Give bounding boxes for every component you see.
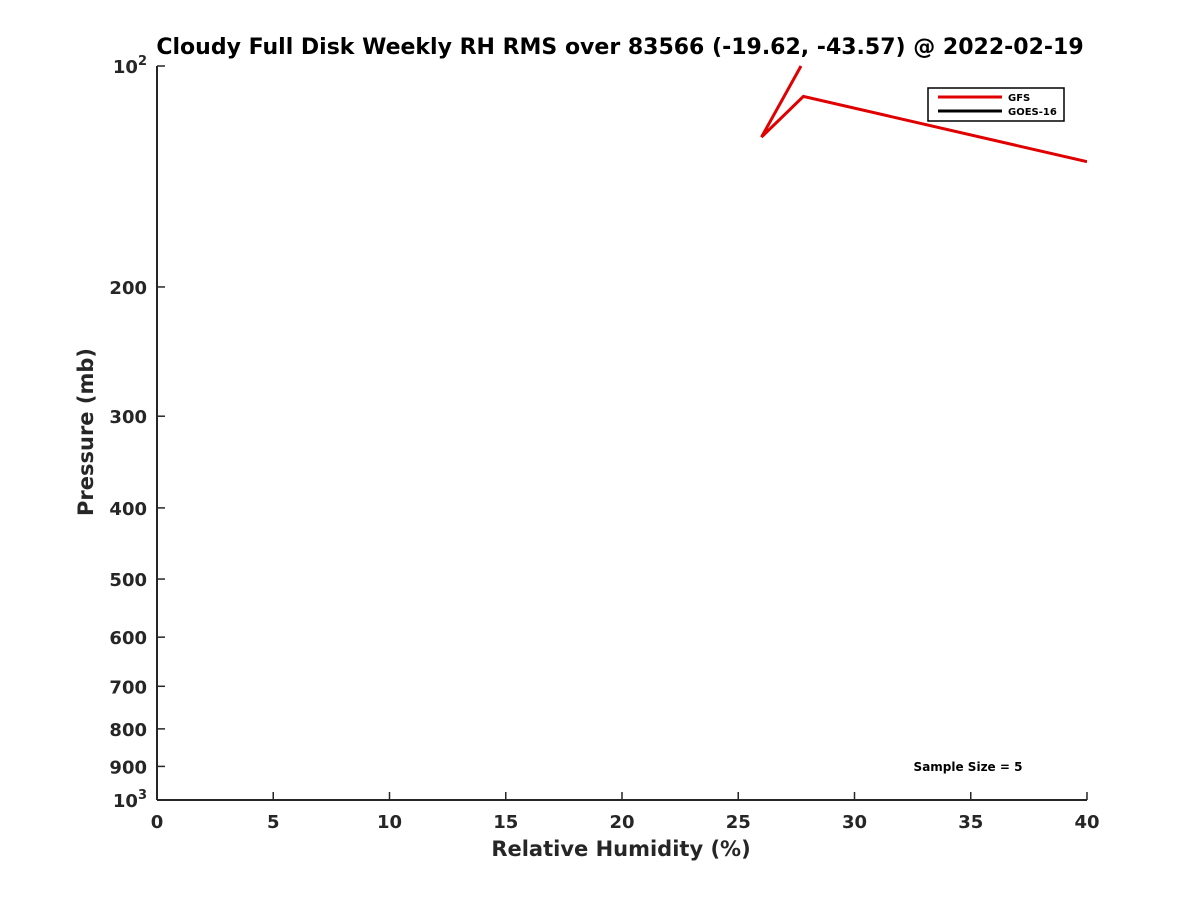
y-tick-label: 500 — [109, 570, 147, 591]
axes — [156, 66, 1087, 801]
x-tick-label: 5 — [267, 812, 280, 833]
x-tick-label: 35 — [958, 812, 983, 833]
y-axis-label: Pressure (mb) — [74, 348, 98, 516]
y-tick-label: 800 — [109, 720, 147, 741]
x-tick-label: 10 — [377, 812, 402, 833]
y-tick-label: 900 — [109, 757, 147, 778]
x-tick-label: 0 — [151, 812, 164, 833]
legend-label-gfs: GFS — [1008, 93, 1030, 104]
x-tick-label: 40 — [1074, 812, 1099, 833]
chart-title: Cloudy Full Disk Weekly RH RMS over 8356… — [156, 35, 1083, 60]
y-tick-label: 300 — [109, 407, 147, 428]
y-tick-label: 200 — [109, 278, 147, 299]
x-axis-label: Relative Humidity (%) — [491, 837, 750, 861]
legend: GFS GOES-16 — [927, 87, 1065, 122]
y-tick-label: 700 — [109, 677, 147, 698]
y-tick-label: 400 — [109, 499, 147, 520]
y-tick-label: 102 — [113, 54, 147, 78]
x-tick-label: 30 — [842, 812, 867, 833]
series-lines — [760, 65, 1087, 164]
series-line-gfs — [760, 65, 1087, 164]
legend-label-goes16: GOES-16 — [1008, 107, 1057, 118]
sample-size-note: Sample Size = 5 — [914, 760, 1023, 774]
x-tick-label: 25 — [726, 812, 751, 833]
x-tick-labels: 0 5 10 15 20 25 30 35 40 — [151, 792, 1100, 833]
y-tick-label: 103 — [113, 788, 147, 812]
y-tick-label: 600 — [109, 628, 147, 649]
x-tick-label: 15 — [493, 812, 518, 833]
y-tick-labels: 102 200 300 400 500 600 700 800 900 103 — [109, 54, 165, 812]
x-tick-label: 20 — [609, 812, 634, 833]
legend-box — [927, 87, 1065, 122]
